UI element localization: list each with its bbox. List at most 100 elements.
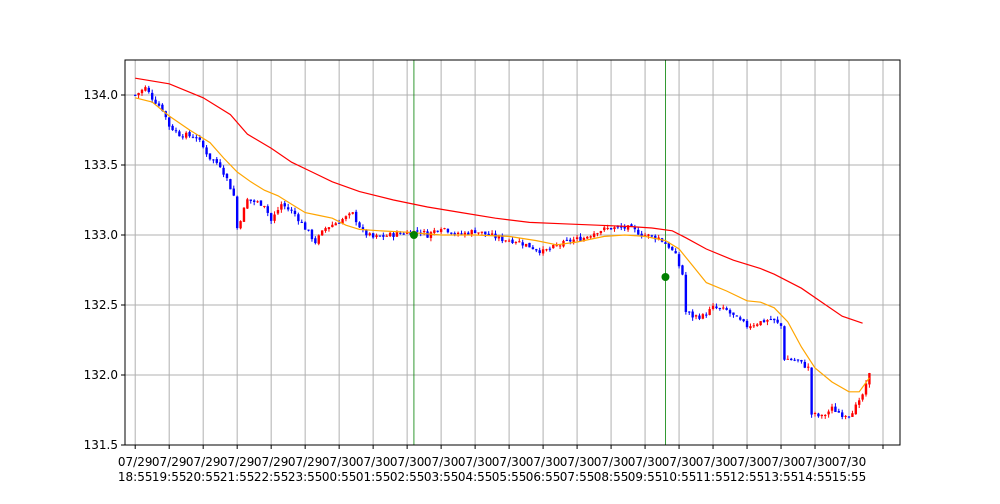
y-tick-label: 133.0 <box>84 228 118 242</box>
candle-body <box>456 232 460 235</box>
candle-body <box>861 394 864 400</box>
candle-body <box>161 104 164 111</box>
ma_short-line <box>135 97 870 393</box>
candle-body <box>484 231 487 235</box>
candle-body <box>728 310 732 314</box>
candle-body <box>446 228 450 233</box>
candle-body <box>181 136 184 138</box>
candle-body <box>742 319 745 322</box>
x-tick-label-time: 23:55 <box>288 470 323 484</box>
candle-body <box>266 206 269 213</box>
candle-body <box>385 235 388 237</box>
candle-body <box>827 411 830 415</box>
candle-body <box>807 366 810 368</box>
candle-body <box>348 213 351 216</box>
candle-body <box>198 137 201 140</box>
x-axis: 07/2918:5507/2919:5507/2920:5507/2921:55… <box>118 445 884 484</box>
x-tick-label-date: 07/29 <box>186 455 221 469</box>
candle-body <box>786 358 790 360</box>
candle-body <box>691 311 694 318</box>
candle-body <box>351 212 354 214</box>
candle-body <box>290 209 293 211</box>
x-tick-label-date: 07/30 <box>798 455 833 469</box>
candle-body <box>592 233 596 238</box>
candle-body <box>402 233 405 235</box>
candle-body <box>847 416 851 418</box>
candle-body <box>718 308 722 310</box>
x-tick-label-date: 07/30 <box>390 455 425 469</box>
x-tick-label-time: 06:55 <box>526 470 561 484</box>
candle-body <box>140 89 144 94</box>
candle-body <box>426 231 429 238</box>
candle-body <box>565 239 569 241</box>
signal-lines <box>413 60 666 445</box>
candle-body <box>671 246 674 251</box>
candle-body <box>548 248 552 250</box>
candle-body <box>800 359 803 362</box>
candle-body <box>854 404 858 415</box>
candle-body <box>524 243 528 247</box>
candle-body <box>623 226 626 229</box>
candle-body <box>507 240 511 242</box>
x-tick-label-time: 15:55 <box>832 470 867 484</box>
candle-body <box>582 237 586 242</box>
x-tick-label-date: 07/30 <box>458 455 493 469</box>
candle-body <box>518 241 521 243</box>
candle-body <box>344 216 348 220</box>
candle-body <box>269 213 273 221</box>
candle-body <box>783 326 786 360</box>
candle-body <box>229 179 232 190</box>
candle-body <box>320 230 324 236</box>
candle-body <box>732 312 735 315</box>
signal-marker <box>409 231 418 239</box>
candle-body <box>790 358 793 361</box>
x-tick-label-date: 07/30 <box>424 455 459 469</box>
candle-body <box>684 274 688 312</box>
candle-body <box>337 222 341 224</box>
candle-body <box>711 305 715 310</box>
candle-body <box>222 167 225 175</box>
candle-body <box>722 307 725 309</box>
candle-body <box>824 415 827 417</box>
ma_long-line <box>135 77 863 324</box>
x-tick-label-time: 19:55 <box>152 470 187 484</box>
x-tick-label-time: 05:55 <box>492 470 527 484</box>
x-tick-label-time: 14:55 <box>798 470 833 484</box>
candle-body <box>477 232 480 234</box>
candle-body <box>688 311 691 313</box>
candle-body <box>514 242 518 244</box>
x-tick-label-date: 07/30 <box>628 455 663 469</box>
candle-body <box>796 359 800 361</box>
candle-body <box>195 137 198 139</box>
candle-body <box>586 236 589 239</box>
candle-body <box>310 229 314 240</box>
candle-body <box>752 325 756 327</box>
candle-body <box>334 223 337 226</box>
candle-body <box>133 94 137 96</box>
x-tick-label-date: 07/29 <box>254 455 289 469</box>
y-tick-label: 131.5 <box>84 438 118 452</box>
y-tick-label: 134.0 <box>84 88 118 102</box>
candle-body <box>395 232 399 237</box>
candle-body <box>521 242 524 246</box>
candle-body <box>205 147 208 155</box>
candle-body <box>579 236 582 242</box>
candle-body <box>375 235 378 237</box>
candle-body <box>300 221 303 223</box>
candle-body <box>361 227 365 230</box>
candle-body <box>803 361 807 368</box>
candle-body <box>715 306 718 309</box>
candle-body <box>354 211 358 223</box>
candle-body <box>541 249 545 254</box>
candle-body <box>331 224 334 228</box>
candle-body <box>259 200 263 206</box>
candle-body <box>555 245 558 247</box>
candle-body <box>725 308 728 310</box>
candle-body <box>252 200 256 202</box>
candle-body <box>606 227 609 229</box>
candle-body <box>463 232 467 235</box>
candle-body <box>256 201 259 203</box>
x-tick-label-date: 07/30 <box>662 455 697 469</box>
candle-body <box>280 204 283 210</box>
candle-body <box>171 125 174 131</box>
